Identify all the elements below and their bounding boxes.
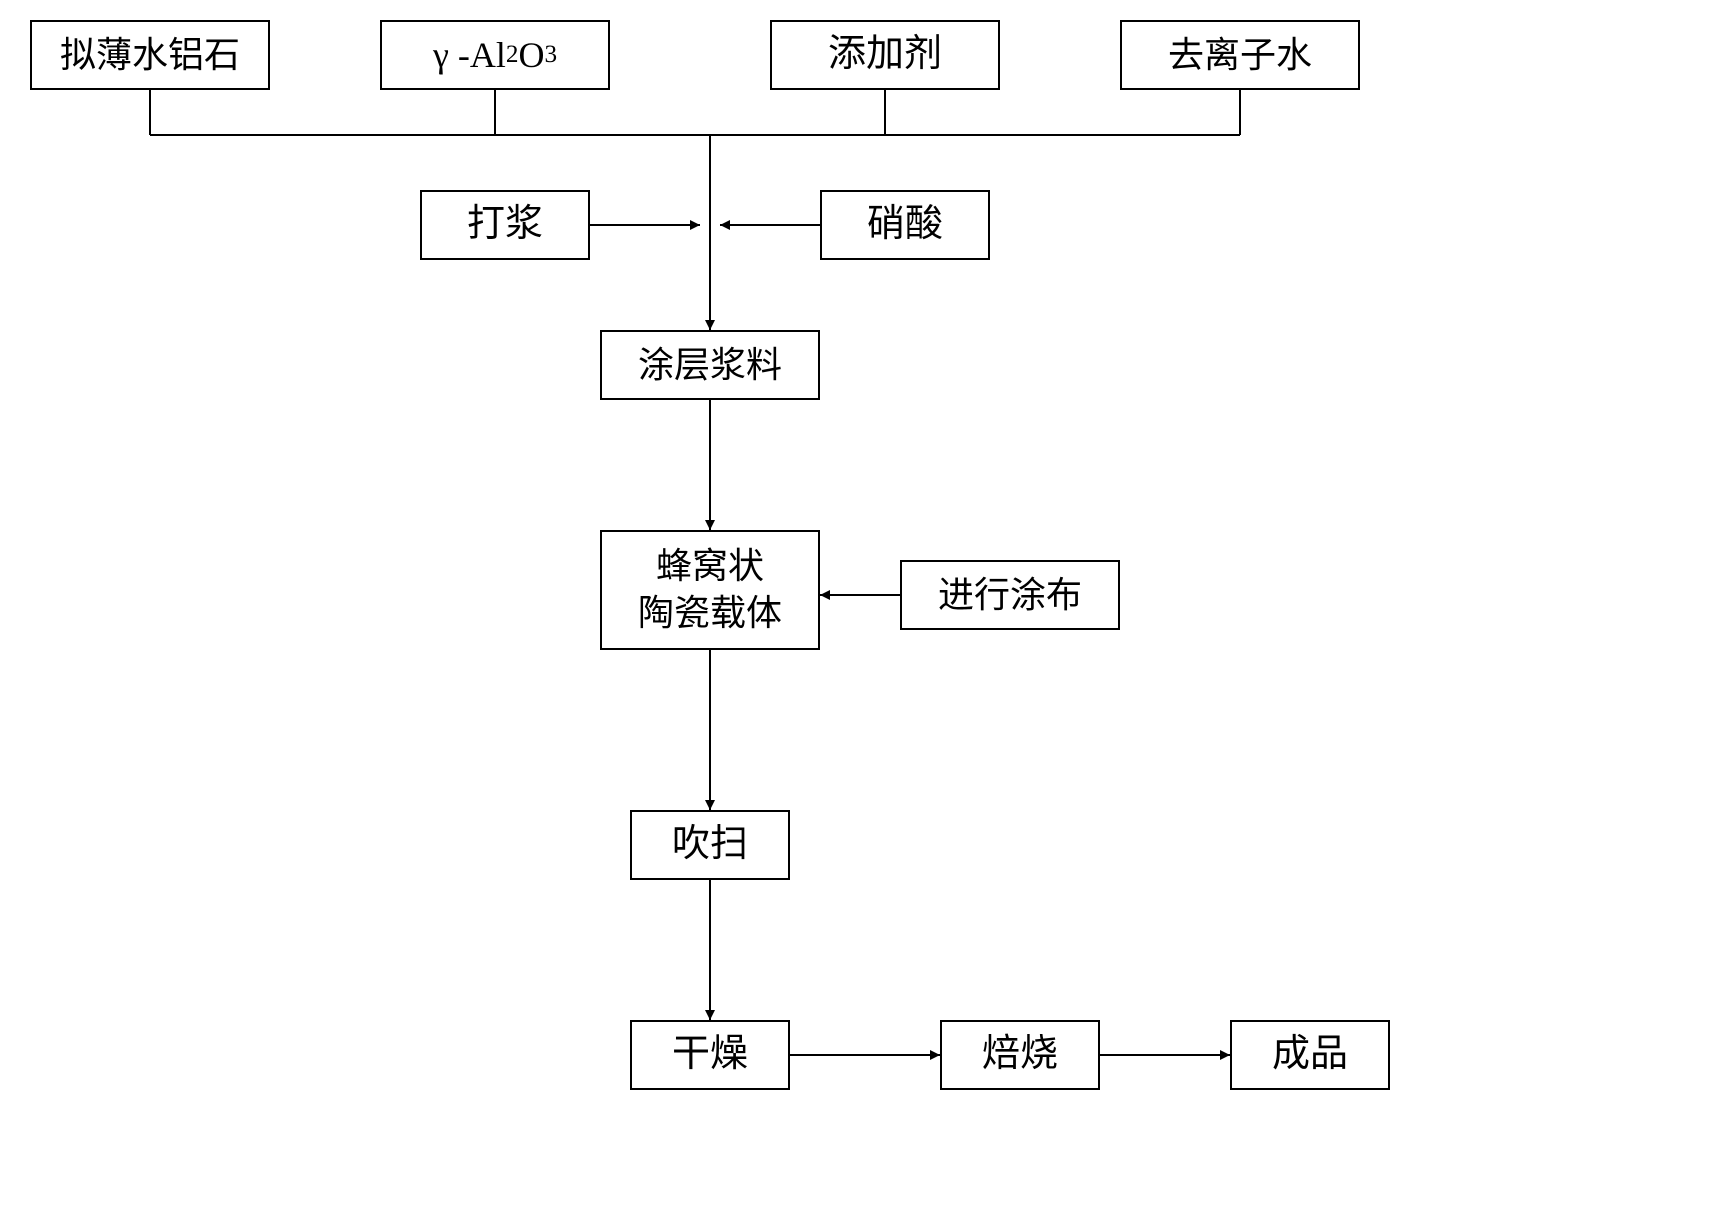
node-acid: 硝酸 <box>820 190 990 260</box>
node-in2: γ -Al2O3 <box>380 20 610 90</box>
node-slurry: 涂层浆料 <box>600 330 820 400</box>
node-in1: 拟薄水铝石 <box>30 20 270 90</box>
node-fire: 焙烧 <box>940 1020 1100 1090</box>
node-prod: 成品 <box>1230 1020 1390 1090</box>
node-coat: 进行涂布 <box>900 560 1120 630</box>
node-pulp: 打浆 <box>420 190 590 260</box>
node-purge: 吹扫 <box>630 810 790 880</box>
node-carrier: 蜂窝状 陶瓷载体 <box>600 530 820 650</box>
node-in4: 去离子水 <box>1120 20 1360 90</box>
node-dry: 干燥 <box>630 1020 790 1090</box>
node-in3: 添加剂 <box>770 20 1000 90</box>
